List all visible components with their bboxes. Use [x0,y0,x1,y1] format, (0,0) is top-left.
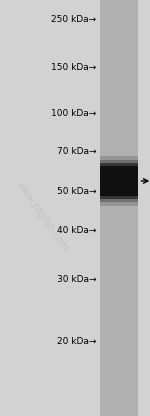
Bar [100,166,138,196]
Text: 50 kDa→: 50 kDa→ [57,187,96,196]
Text: 40 kDa→: 40 kDa→ [57,226,96,235]
Text: 30 kDa→: 30 kDa→ [57,275,96,284]
Bar [100,163,138,199]
Text: 250 kDa→: 250 kDa→ [51,15,96,25]
Bar [100,160,138,202]
Text: 150 kDa→: 150 kDa→ [51,63,96,72]
Text: 20 kDa→: 20 kDa→ [57,337,96,346]
Bar [100,0,138,416]
Text: www.ptglab.com: www.ptglab.com [14,180,69,253]
Text: 70 kDa→: 70 kDa→ [57,147,96,156]
Bar [100,156,138,206]
Text: 100 kDa→: 100 kDa→ [51,109,96,118]
